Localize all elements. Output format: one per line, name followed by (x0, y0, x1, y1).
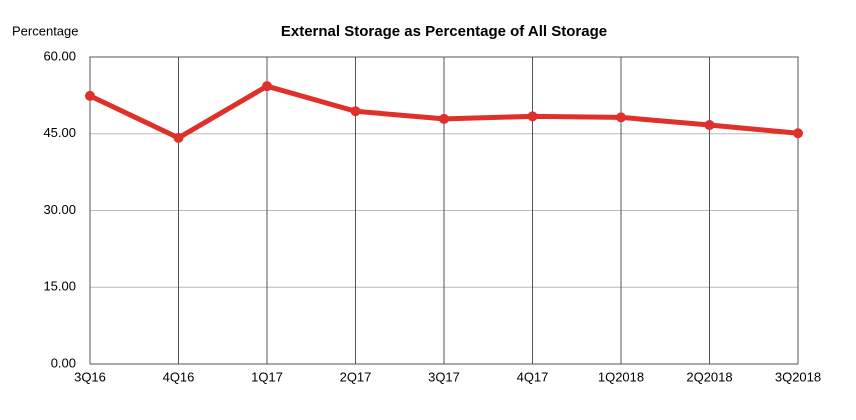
point (439, 113, 449, 124)
point (527, 111, 538, 122)
y-tick-label: 60.00 (43, 48, 76, 63)
x-tick-label: 3Q2018 (775, 369, 821, 384)
x-tick-label: 1Q2018 (598, 369, 644, 384)
x-tick-label: 4Q16 (163, 369, 195, 384)
chart-title: External Storage as Percentage of All St… (281, 23, 607, 40)
point (793, 128, 803, 139)
point (85, 90, 95, 101)
y-axis-label: Percentage (12, 23, 79, 38)
x-tick-label: 3Q17 (428, 369, 460, 384)
y-tick-label: 0.00 (51, 355, 76, 370)
point (616, 112, 626, 123)
x-tick-label: 1Q17 (251, 369, 283, 384)
y-tick-label: 30.00 (43, 202, 76, 217)
x-tick-label: 3Q16 (74, 369, 106, 384)
x-tick-label: 4Q17 (517, 369, 549, 384)
point (350, 106, 361, 117)
point (704, 120, 715, 131)
point (262, 81, 272, 92)
x-tick-label: 2Q2018 (686, 369, 732, 384)
y-tick-label: 15.00 (43, 279, 76, 294)
x-tick-label: 2Q17 (340, 369, 372, 384)
plot-border (89, 56, 799, 365)
point (173, 132, 184, 143)
y-tick-label: 45.00 (43, 125, 76, 140)
